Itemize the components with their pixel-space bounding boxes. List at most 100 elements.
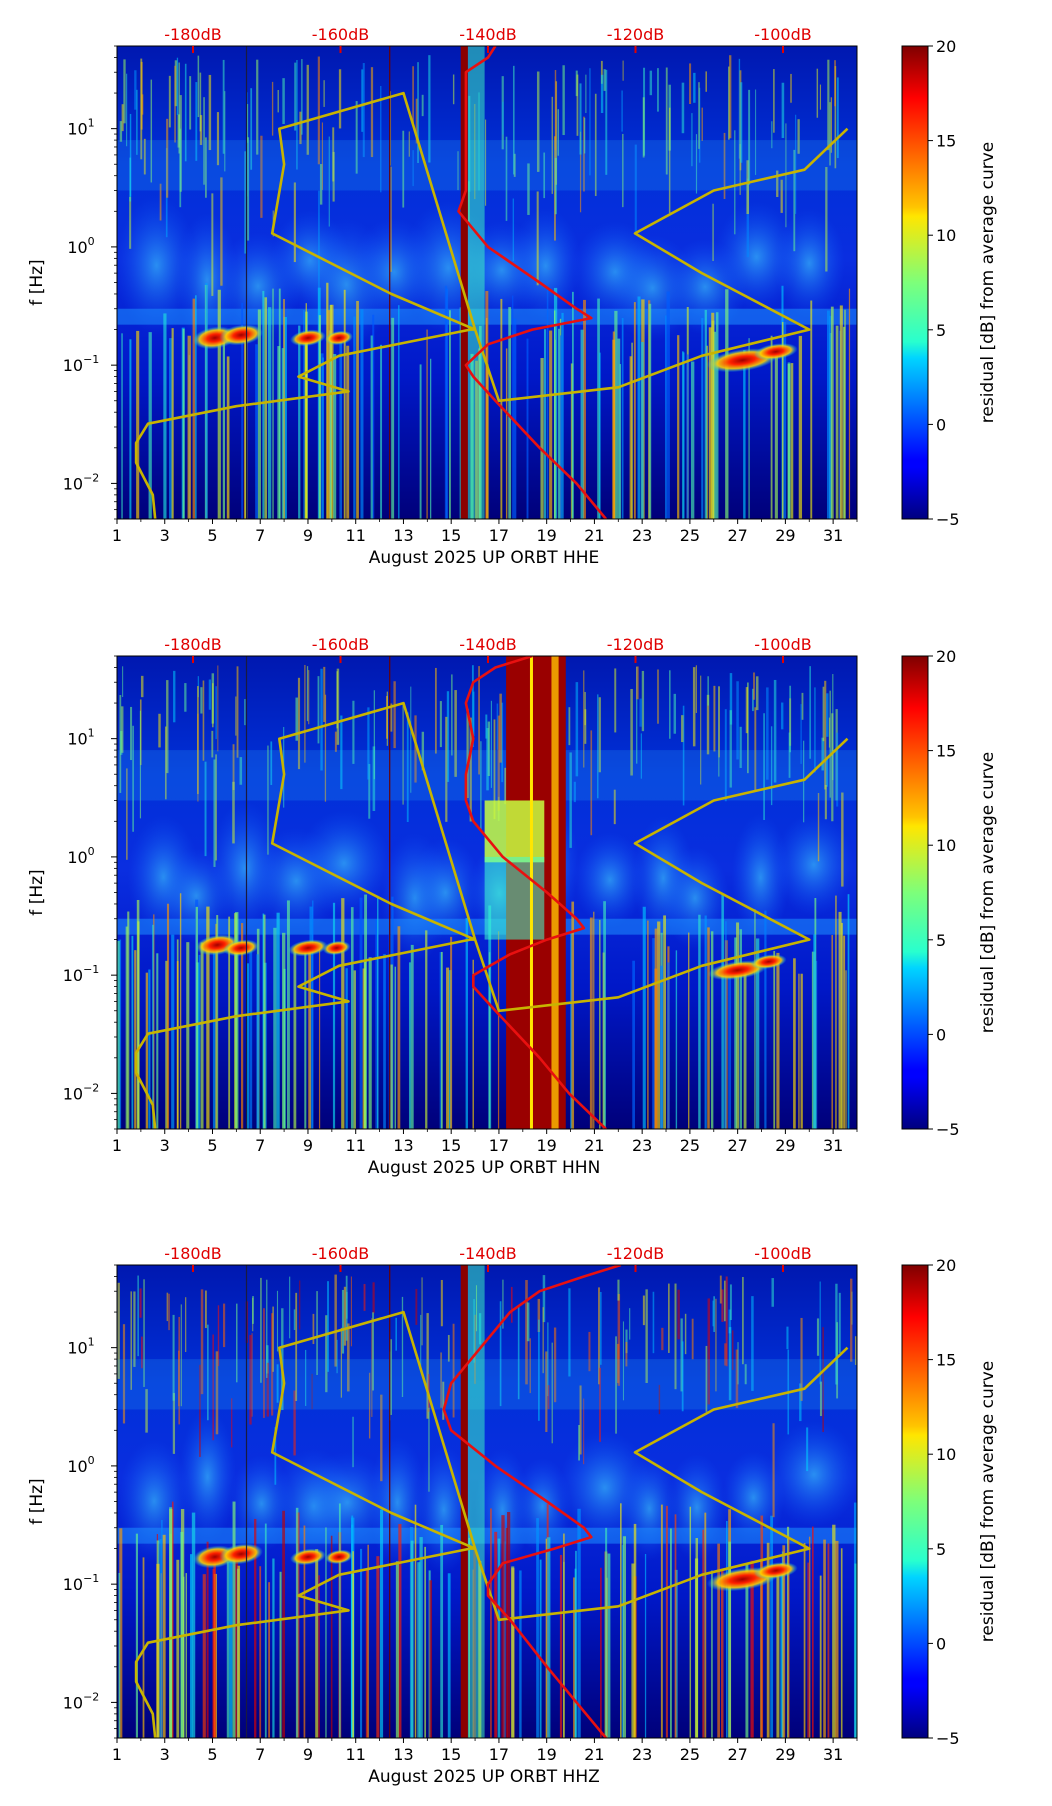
low-freq-streak [666, 291, 670, 519]
high-freq-streak [203, 97, 205, 185]
high-freq-streak [636, 666, 639, 700]
saturated-band [245, 656, 248, 1129]
storm-patch [322, 940, 351, 956]
high-freq-streak [776, 170, 779, 197]
low-freq-streak [134, 950, 137, 1129]
high-freq-streak [120, 706, 124, 753]
high-freq-streak [715, 1298, 717, 1392]
high-freq-streak [137, 1275, 139, 1357]
colorbar-tick-label: 10 [936, 1445, 956, 1464]
high-freq-streak [834, 66, 837, 169]
high-freq-streak [736, 681, 739, 760]
low-freq-streak [137, 921, 140, 1129]
high-freq-streak [682, 705, 685, 806]
high-freq-streak [773, 69, 775, 133]
low-freq-streak [798, 335, 803, 519]
low-freq-streak [228, 916, 231, 1129]
low-freq-streak [182, 328, 185, 519]
high-freq-streak [729, 55, 732, 139]
high-freq-streak [446, 691, 450, 782]
high-freq-streak [536, 71, 540, 172]
high-freq-streak [634, 144, 637, 234]
high-freq-streak [296, 60, 298, 170]
high-freq-streak [562, 65, 565, 136]
high-freq-streak [236, 666, 239, 758]
high-freq-streak [789, 685, 792, 753]
low-freq-streak [701, 318, 704, 519]
high-freq-streak [332, 151, 335, 202]
high-freq-streak [126, 768, 128, 860]
low-freq-streak [831, 935, 833, 1129]
high-freq-streak [729, 710, 732, 788]
low-freq-streak [425, 930, 428, 1129]
high-freq-streak [780, 179, 783, 213]
low-freq-streak [237, 1565, 241, 1738]
low-freq-streak [375, 919, 379, 1129]
high-freq-streak [834, 60, 836, 107]
high-freq-streak [493, 719, 496, 820]
low-freq-streak [557, 328, 561, 519]
low-freq-streak [629, 356, 633, 519]
high-freq-streak [415, 1288, 418, 1325]
low-freq-streak [815, 960, 818, 1129]
high-freq-streak [512, 198, 514, 262]
low-freq-streak [171, 934, 175, 1129]
top-axis-label: -140dB [459, 635, 516, 654]
low-freq-streak [145, 972, 148, 1129]
low-freq-streak [216, 915, 219, 1129]
high-freq-streak [246, 137, 250, 241]
low-freq-streak [282, 1510, 286, 1738]
low-freq-streak [652, 938, 656, 1129]
high-freq-streak [327, 1281, 329, 1372]
low-freq-streak [706, 345, 708, 519]
high-freq-streak [324, 694, 327, 802]
high-freq-streak [126, 73, 128, 147]
x-tick-label: 13 [393, 1745, 413, 1764]
low-freq-streak [135, 1533, 138, 1738]
low-freq-streak [760, 1515, 764, 1738]
x-tick-label: 5 [207, 1136, 217, 1155]
low-freq-streak [839, 305, 843, 519]
high-freq-streak [665, 67, 668, 175]
low-freq-streak [117, 941, 120, 1129]
noise-cloud [574, 831, 646, 928]
red-psd-curve [457, 46, 608, 519]
high-freq-streak [200, 687, 203, 714]
low-freq-streak [439, 952, 442, 1129]
high-freq-streak [729, 673, 733, 725]
high-freq-streak [487, 721, 491, 776]
high-freq-streak [466, 708, 469, 798]
high-freq-streak [641, 670, 645, 732]
low-freq-streak [229, 1560, 233, 1738]
high-freq-streak [294, 62, 297, 131]
high-freq-streak [781, 82, 785, 138]
high-freq-streak [217, 1305, 220, 1367]
low-freq-streak [365, 1568, 368, 1738]
high-freq-streak [599, 1367, 601, 1442]
low-freq-streak [121, 333, 123, 519]
low-freq-streak [660, 965, 664, 1129]
top-axis-label: -100dB [754, 25, 811, 44]
high-freq-streak [706, 694, 710, 755]
low-freq-streak [721, 894, 724, 1129]
y-tick-label: 10−1 [63, 353, 100, 375]
high-freq-streak [681, 82, 685, 134]
high-freq-streak [415, 98, 418, 144]
high-freq-streak [336, 1339, 338, 1374]
x-tick-label: 11 [346, 1136, 366, 1155]
high-freq-streak [222, 59, 225, 154]
low-freq-streak [153, 914, 155, 1129]
high-freq-streak [800, 704, 802, 764]
noise-cloud [300, 1451, 394, 1553]
high-freq-streak [341, 1289, 345, 1354]
high-freq-streak [510, 1286, 513, 1323]
high-freq-streak [668, 1283, 670, 1353]
low-freq-streak [395, 1561, 399, 1738]
y-tick-label: 10−1 [63, 1572, 100, 1594]
low-freq-streak [341, 898, 345, 1129]
high-freq-streak [371, 1318, 373, 1417]
high-freq-streak [246, 104, 249, 143]
low-freq-streak [202, 1574, 206, 1738]
high-freq-streak [713, 685, 716, 752]
low-freq-streak [279, 1571, 282, 1738]
